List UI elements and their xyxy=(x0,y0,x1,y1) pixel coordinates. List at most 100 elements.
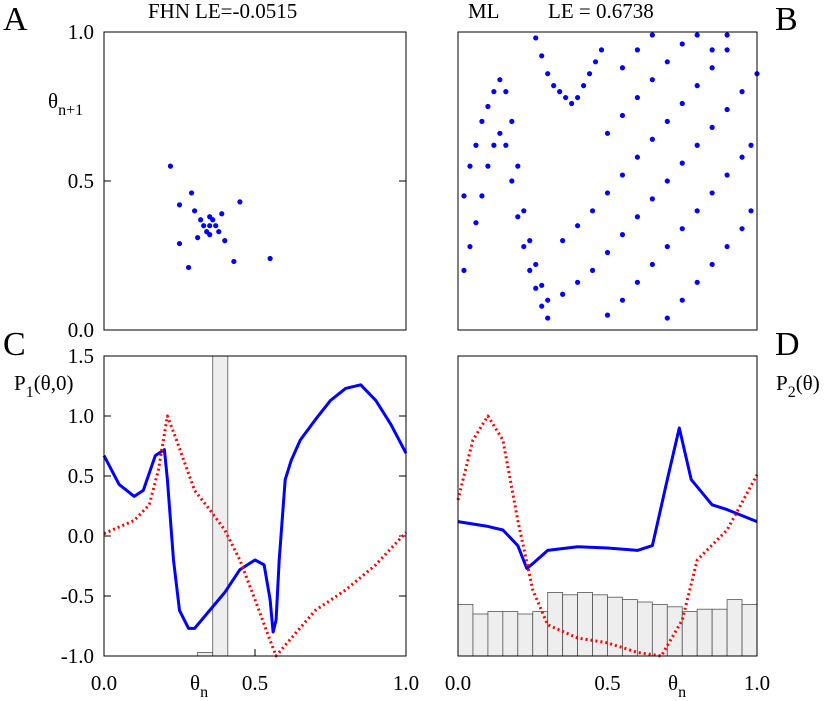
scatter-point xyxy=(545,71,551,77)
scatter-point xyxy=(527,267,533,273)
scatter-point xyxy=(709,47,715,53)
y-tick-label: 0.5 xyxy=(68,464,94,488)
y-tick-label: 1.0 xyxy=(68,404,94,428)
scatter-point xyxy=(216,229,222,235)
plot-frame xyxy=(457,355,758,657)
histogram-bar xyxy=(696,608,713,657)
scatter-point xyxy=(521,208,527,214)
histogram-bar xyxy=(562,594,579,657)
scatter-point xyxy=(586,71,593,77)
histogram-bar xyxy=(472,613,489,657)
histogram-bar xyxy=(681,611,698,657)
scatter-point xyxy=(592,59,599,65)
scatter-point xyxy=(222,238,228,244)
scatter-point xyxy=(709,261,715,268)
histogram-bar xyxy=(637,601,653,657)
scatter-point xyxy=(575,94,581,101)
plot-frame xyxy=(103,355,407,657)
scatter-point xyxy=(679,160,685,166)
y-axis-label: P1(θ,0) xyxy=(14,371,73,401)
histogram-bar xyxy=(726,599,743,657)
label-part: θ xyxy=(190,671,200,695)
scatter-point xyxy=(533,35,539,41)
scatter-point xyxy=(664,178,670,184)
x-tick-label: 1.0 xyxy=(744,671,770,695)
scatter-point xyxy=(739,89,745,95)
scatter-point xyxy=(467,163,473,169)
panel-letter: D xyxy=(775,326,800,363)
histogram-bar xyxy=(197,652,214,657)
scatter-point xyxy=(604,190,611,196)
scatter-point xyxy=(724,172,730,178)
subscript: 2 xyxy=(788,384,796,401)
histogram-bar xyxy=(212,355,229,657)
scatter-point xyxy=(619,297,626,303)
x-tick-label: 0.5 xyxy=(242,671,268,695)
scatter-point xyxy=(619,232,626,238)
x-tick-label: 0.5 xyxy=(594,671,620,695)
scatter-point xyxy=(204,229,210,235)
scatter-point xyxy=(664,315,670,321)
scatter-point xyxy=(724,32,730,38)
histogram-bar xyxy=(517,613,534,657)
label-part: (θ,0) xyxy=(34,371,74,395)
scatter-point xyxy=(748,142,754,148)
scatter-point xyxy=(739,154,745,160)
scatter-point xyxy=(201,223,207,229)
scatter-point xyxy=(527,238,533,244)
x-axis-label: θn xyxy=(668,671,686,701)
scatter-point xyxy=(485,163,491,169)
scatter-point xyxy=(724,106,730,113)
histogram-bar xyxy=(592,594,608,657)
label-part: P xyxy=(776,371,788,395)
curve xyxy=(456,414,759,658)
scatter-point xyxy=(210,217,216,223)
scatter-point xyxy=(679,297,685,303)
scatter-point xyxy=(634,214,641,220)
scatter-point xyxy=(709,65,715,71)
scatter-point xyxy=(557,89,563,95)
scatter-point xyxy=(461,267,467,273)
scatter-point xyxy=(679,41,685,47)
scatter-point xyxy=(649,32,655,38)
scatter-point xyxy=(575,279,581,285)
subscript: 1 xyxy=(26,384,34,401)
histogram-bar xyxy=(711,608,728,657)
scatter-point xyxy=(619,172,626,178)
y-tick-label: 0.0 xyxy=(68,318,94,342)
scatter-point xyxy=(664,243,670,250)
curve xyxy=(102,383,408,634)
scatter-point xyxy=(461,193,467,199)
scatter-point xyxy=(560,238,566,244)
scatter-point xyxy=(604,130,611,136)
scatter-point xyxy=(563,94,569,101)
scatter-point xyxy=(491,142,497,148)
scatter-point xyxy=(709,124,715,130)
scatter-point xyxy=(503,89,509,95)
histogram-bar xyxy=(741,604,758,657)
label-part: P xyxy=(14,371,26,395)
scatter-point xyxy=(649,136,655,142)
y-tick-label: 1.5 xyxy=(68,344,94,368)
scatter-point xyxy=(634,279,641,285)
scatter-point xyxy=(497,130,503,136)
label-part: θ xyxy=(668,671,678,695)
panel-letter: B xyxy=(775,1,798,38)
scatter-point xyxy=(521,243,527,250)
scatter-point xyxy=(694,279,700,285)
scatter-point xyxy=(207,223,213,229)
scatter-point xyxy=(185,264,192,271)
x-tick-label: 0.0 xyxy=(445,671,471,695)
scatter-point xyxy=(679,100,685,107)
histogram-bar xyxy=(502,611,519,657)
scatter-point xyxy=(491,89,497,95)
scatter-point xyxy=(515,214,521,220)
histogram-bar xyxy=(532,611,549,657)
scatter-point xyxy=(560,291,566,297)
scatter-point xyxy=(503,142,509,148)
scatter-point xyxy=(219,211,225,217)
scatter-point xyxy=(509,178,515,184)
panel-note: ML xyxy=(468,0,500,23)
scatter-point xyxy=(575,223,581,229)
y-tick-label: 0.0 xyxy=(68,524,94,548)
